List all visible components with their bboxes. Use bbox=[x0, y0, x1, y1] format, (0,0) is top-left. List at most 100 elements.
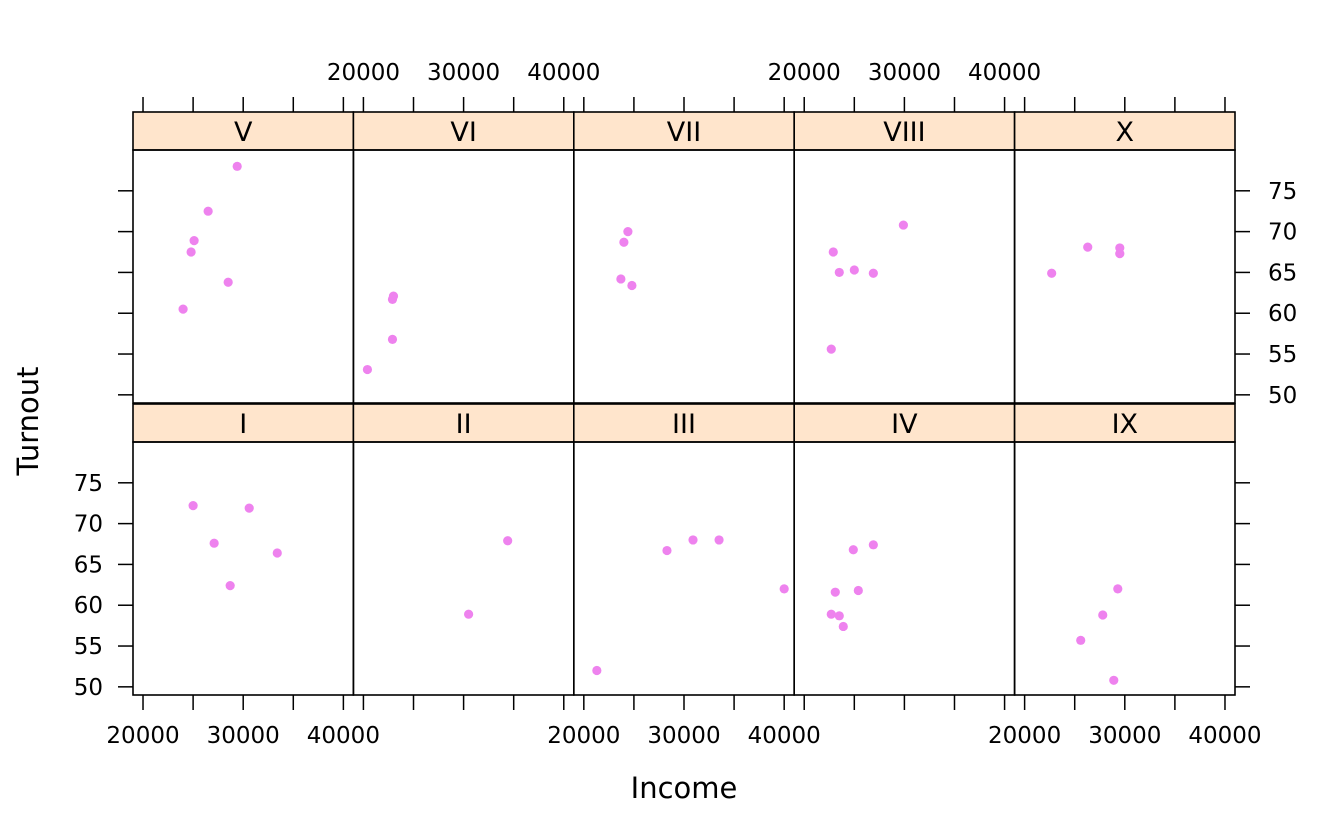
data-point bbox=[188, 501, 198, 511]
data-point bbox=[849, 265, 859, 275]
data-point bbox=[898, 220, 908, 230]
x-tick-label: 30000 bbox=[207, 723, 280, 749]
panel-iii: III bbox=[572, 403, 795, 696]
data-point bbox=[1047, 268, 1057, 278]
panel-ix: IX bbox=[1013, 403, 1236, 696]
x-axis-bottom-col-5: 20000 30000 40000 bbox=[988, 695, 1262, 749]
y-tick-label: 50 bbox=[74, 675, 103, 701]
data-point bbox=[1115, 249, 1125, 259]
panel-x: X bbox=[1013, 111, 1236, 404]
data-point bbox=[272, 548, 282, 558]
x-axis-bottom-col-3: 20000 30000 40000 bbox=[547, 695, 821, 749]
x-tick-label: 20000 bbox=[988, 723, 1061, 749]
data-point bbox=[834, 611, 844, 621]
data-point bbox=[225, 581, 235, 591]
x-axis-title: Income bbox=[631, 771, 738, 805]
data-point bbox=[1083, 242, 1093, 252]
data-point bbox=[826, 609, 836, 619]
data-point bbox=[223, 277, 233, 287]
x-axis-top-col-3 bbox=[583, 97, 785, 112]
x-axis-bottom-col-2 bbox=[362, 695, 565, 710]
strip-label: III bbox=[672, 409, 696, 440]
x-axis-top-col-5 bbox=[1023, 97, 1226, 112]
panel-frame bbox=[793, 441, 1016, 696]
y-axis-right-row-1 bbox=[1235, 482, 1250, 688]
data-point bbox=[387, 334, 398, 344]
y-tick-label: 70 bbox=[74, 512, 103, 538]
strip-ii bbox=[352, 403, 575, 443]
data-point bbox=[662, 545, 672, 556]
x-tick-label: 20000 bbox=[106, 723, 179, 749]
panel-iv: IV bbox=[793, 403, 1016, 696]
y-axis-left-row-2 bbox=[118, 190, 133, 396]
panel-i: I bbox=[132, 403, 355, 696]
data-point bbox=[232, 161, 242, 171]
strip-i bbox=[132, 403, 355, 443]
data-point bbox=[592, 665, 602, 676]
axes-layer: 20000 30000 40000 20000 30000 40000 20000 30000… bbox=[74, 60, 1298, 749]
y-tick-label: 60 bbox=[1268, 301, 1297, 327]
data-point bbox=[388, 291, 399, 301]
x-tick-label: 30000 bbox=[1088, 723, 1161, 749]
strip-label: IV bbox=[891, 409, 918, 440]
data-point bbox=[1076, 635, 1086, 645]
panel-viii: VIII bbox=[793, 111, 1016, 404]
y-tick-label: 55 bbox=[74, 634, 103, 660]
data-point bbox=[362, 364, 373, 375]
strip-label: X bbox=[1116, 117, 1135, 148]
panel-frame bbox=[1013, 149, 1236, 404]
data-point bbox=[779, 584, 789, 594]
y-tick-label: 50 bbox=[1268, 383, 1297, 409]
data-point bbox=[853, 585, 863, 596]
panel-ii: II bbox=[352, 403, 575, 696]
x-tick-label: 40000 bbox=[1188, 723, 1261, 749]
data-point bbox=[848, 545, 858, 555]
x-axis-top-col-4: 20000 30000 40000 bbox=[768, 60, 1041, 112]
data-point bbox=[714, 535, 724, 545]
panel-frame bbox=[572, 441, 795, 696]
y-axis-right-row-2: 50 55 60 65 70 75 bbox=[1235, 179, 1297, 409]
panel-v: V bbox=[132, 111, 355, 404]
data-point bbox=[186, 247, 196, 257]
panel-frame bbox=[352, 149, 575, 404]
strip-vii bbox=[572, 111, 795, 151]
y-axis-title: Turnout bbox=[11, 367, 45, 477]
x-tick-label: 20000 bbox=[327, 60, 400, 86]
y-tick-label: 75 bbox=[1268, 179, 1297, 205]
data-point bbox=[688, 535, 698, 545]
data-point bbox=[464, 609, 474, 619]
y-tick-label: 70 bbox=[1268, 220, 1297, 246]
x-tick-label: 30000 bbox=[868, 60, 941, 86]
data-point bbox=[826, 344, 836, 354]
data-point bbox=[828, 247, 838, 257]
data-point bbox=[1098, 610, 1108, 620]
y-tick-label: 55 bbox=[1268, 342, 1297, 368]
data-point bbox=[203, 206, 213, 216]
panel-frame bbox=[572, 149, 795, 404]
data-point bbox=[623, 227, 633, 237]
data-point bbox=[503, 536, 513, 546]
data-point bbox=[619, 237, 629, 247]
x-tick-label: 20000 bbox=[547, 723, 620, 749]
strip-label: IX bbox=[1112, 409, 1138, 440]
panel-frame bbox=[793, 149, 1016, 404]
strip-label: I bbox=[239, 409, 247, 440]
data-point bbox=[830, 587, 840, 597]
strip-label: V bbox=[234, 117, 253, 148]
data-point bbox=[834, 267, 844, 278]
x-tick-label: 30000 bbox=[427, 60, 500, 86]
data-point bbox=[209, 538, 219, 548]
x-axis-bottom-col-4 bbox=[803, 695, 1006, 710]
y-tick-label: 65 bbox=[74, 552, 103, 578]
strip-label: VI bbox=[450, 117, 476, 148]
strip-label: II bbox=[456, 409, 472, 440]
x-tick-label: 40000 bbox=[748, 723, 821, 749]
strip-viii bbox=[793, 111, 1016, 151]
y-tick-label: 60 bbox=[74, 593, 103, 619]
data-point bbox=[838, 621, 848, 632]
data-point bbox=[244, 503, 254, 513]
x-tick-label: 20000 bbox=[768, 60, 841, 86]
y-tick-label: 65 bbox=[1268, 260, 1297, 286]
data-point bbox=[627, 280, 637, 291]
